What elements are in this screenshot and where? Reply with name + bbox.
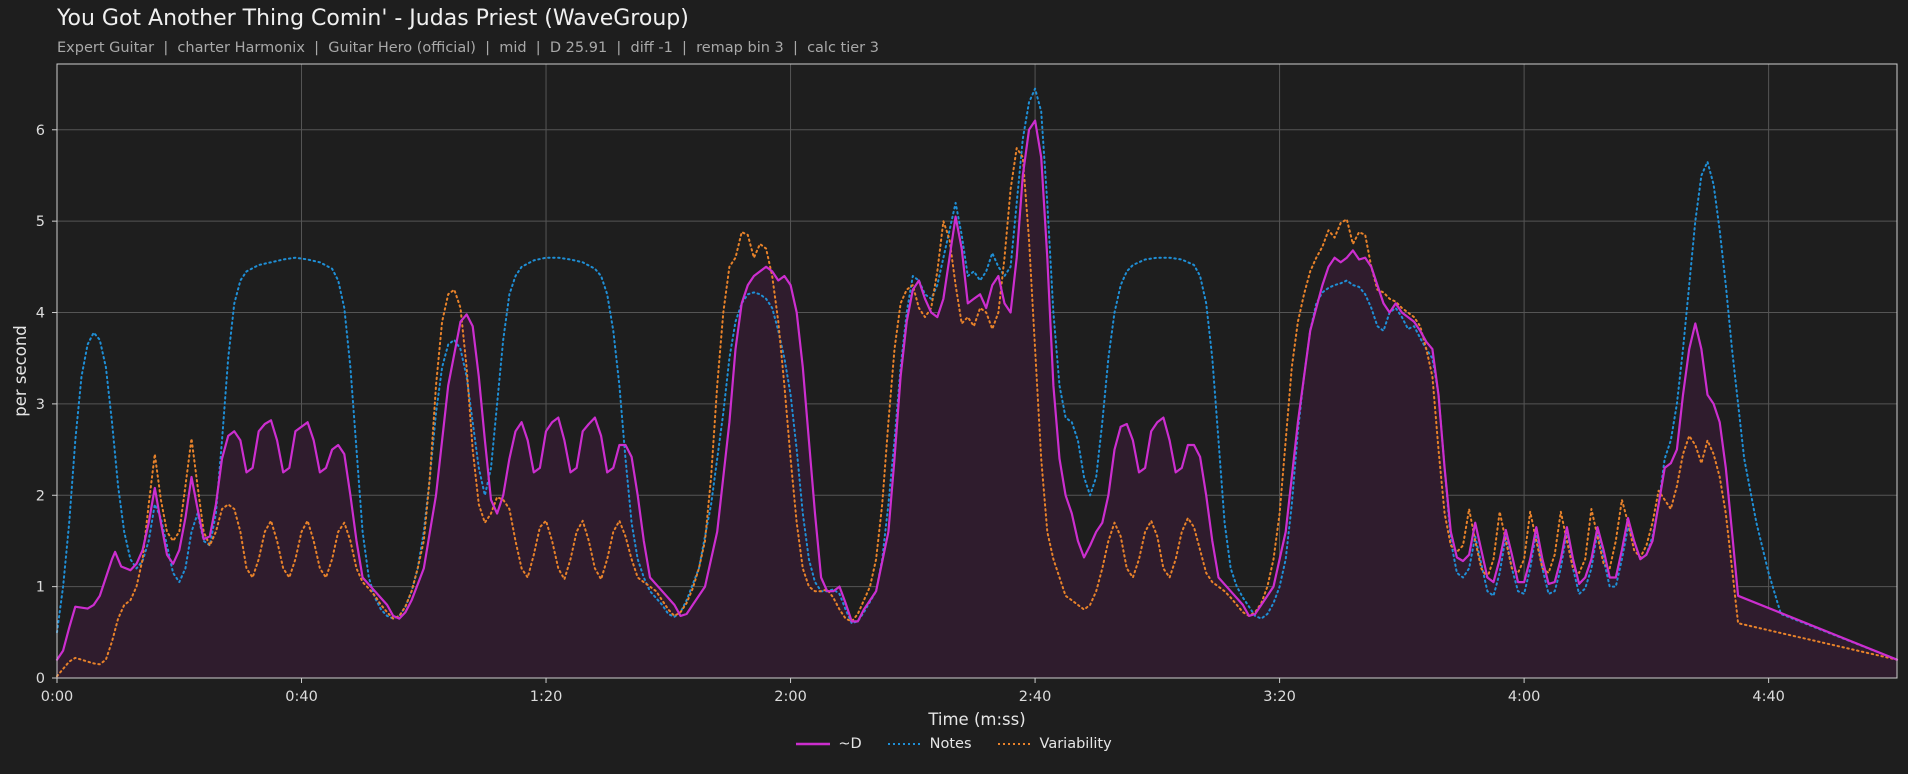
plot-frame bbox=[56, 63, 1898, 679]
y-tick-label: 5 bbox=[36, 214, 45, 230]
legend-item-notes: Notes bbox=[887, 736, 972, 752]
legend-swatch-variability bbox=[997, 743, 1032, 745]
y-tick-label: 0 bbox=[36, 671, 45, 687]
y-tick-label: 3 bbox=[36, 397, 45, 413]
legend: ~D Notes Variability bbox=[0, 736, 1908, 752]
x-tick-label: 2:00 bbox=[774, 689, 807, 705]
legend-label-d: ~D bbox=[838, 736, 862, 752]
legend-item-variability: Variability bbox=[997, 736, 1112, 752]
d-fill-area bbox=[57, 120, 1897, 679]
x-tick-label: 4:00 bbox=[1508, 689, 1541, 705]
legend-swatch-notes bbox=[887, 743, 922, 745]
x-tick-label: 2:40 bbox=[1019, 689, 1052, 705]
legend-label-variability: Variability bbox=[1039, 736, 1112, 752]
y-axis-label: per second bbox=[11, 325, 30, 417]
x-tick-label: 0:40 bbox=[285, 689, 318, 705]
series-line-variability bbox=[56, 147, 1898, 678]
y-tick-label: 1 bbox=[36, 580, 45, 596]
series-line-notes bbox=[56, 87, 1898, 661]
legend-item-d: ~D bbox=[796, 736, 862, 752]
x-axis-label: Time (m:ss) bbox=[927, 710, 1025, 729]
chart-subtitle: Expert Guitar | charter Harmonix | Guita… bbox=[57, 40, 879, 56]
x-tick-label: 3:20 bbox=[1263, 689, 1296, 705]
legend-label-notes: Notes bbox=[929, 736, 972, 752]
y-tick-label: 2 bbox=[36, 488, 45, 504]
series-line-d bbox=[55, 119, 1899, 661]
x-tick-label: 1:20 bbox=[530, 689, 563, 705]
series-lines bbox=[55, 87, 1899, 678]
legend-swatch-d bbox=[796, 742, 831, 746]
x-tick-label: 4:40 bbox=[1752, 689, 1785, 705]
d-area-fill bbox=[57, 120, 1897, 679]
x-tick-label: 0:00 bbox=[41, 689, 74, 705]
axis-ticks: 0:00 0:40 1:20 2:00 2:40 3:20 4:00 4:40 0 1 2 3 4 5 6 bbox=[36, 123, 1785, 705]
chart-title: You Got Another Thing Comin' - Judas Pri… bbox=[57, 6, 689, 31]
y-tick-label: 6 bbox=[36, 123, 45, 139]
y-tick-label: 4 bbox=[36, 306, 45, 322]
